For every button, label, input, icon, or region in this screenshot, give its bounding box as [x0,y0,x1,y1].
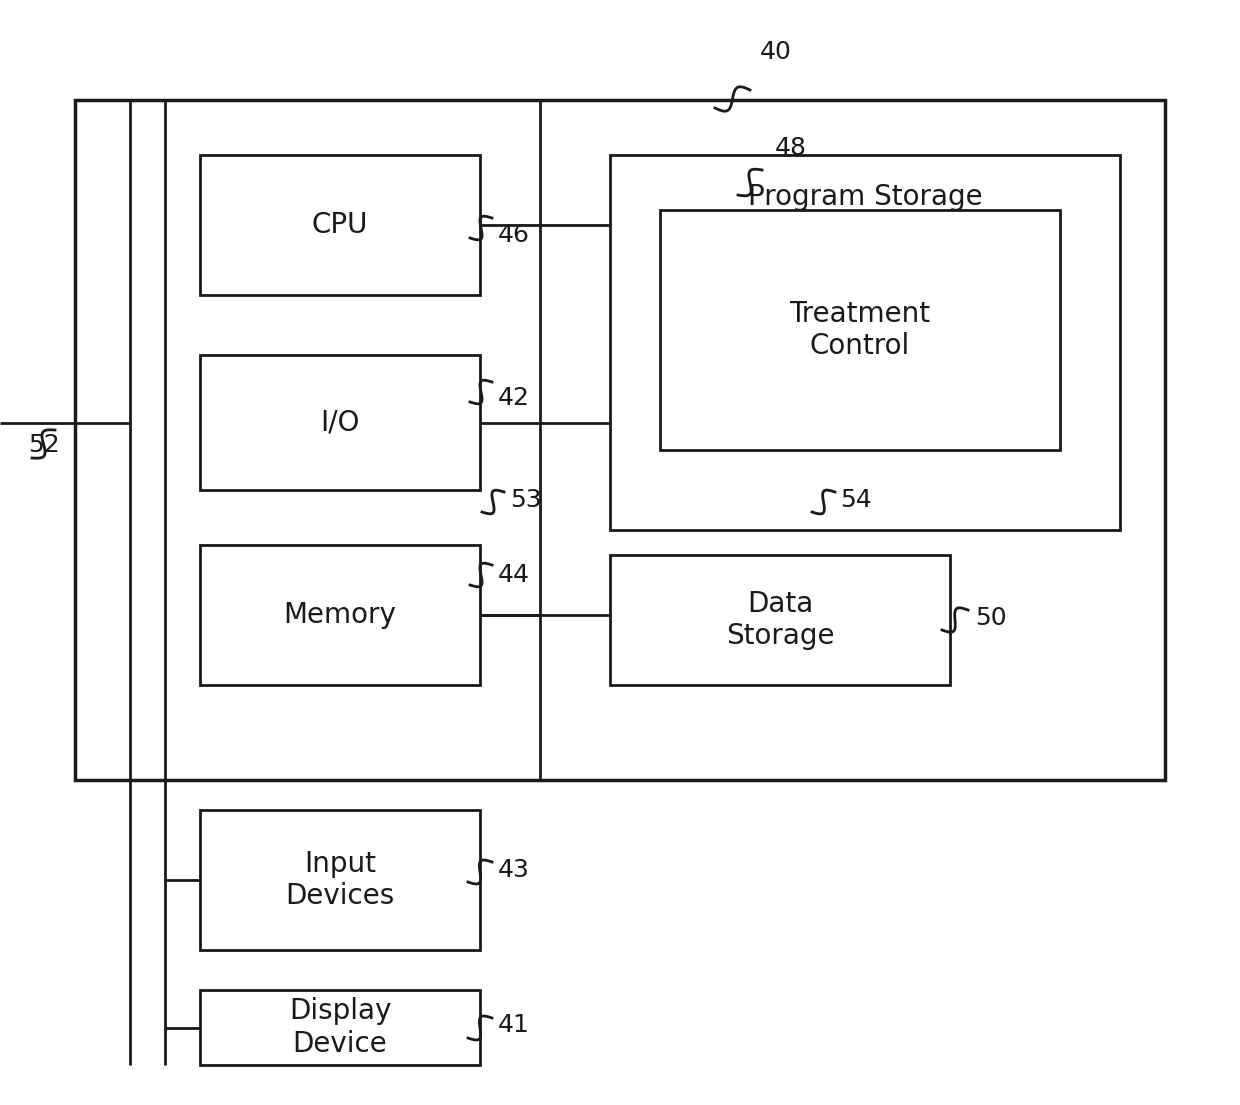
Text: 46: 46 [498,223,529,248]
Text: 42: 42 [498,386,529,410]
Text: Data
Storage: Data Storage [725,590,835,650]
Text: 48: 48 [775,136,807,160]
Text: 53: 53 [510,488,542,512]
Text: 52: 52 [29,433,60,457]
Text: 54: 54 [839,488,872,512]
Text: Input
Devices: Input Devices [285,850,394,911]
Bar [200,990,480,1065]
Bar [610,555,950,685]
Text: 41: 41 [498,1013,529,1036]
Text: Memory: Memory [284,601,397,629]
Bar [74,99,1166,780]
Bar [660,210,1060,450]
Text: 44: 44 [498,564,529,587]
Bar [200,545,480,685]
Text: 43: 43 [498,857,529,882]
Bar [200,155,480,295]
Bar [610,155,1120,530]
Text: Program Storage: Program Storage [748,183,982,211]
Bar [200,355,480,490]
Text: 40: 40 [760,40,792,64]
Text: CPU: CPU [311,211,368,239]
Text: 50: 50 [975,606,1007,630]
Text: Treatment
Control: Treatment Control [790,299,930,360]
Bar [200,810,480,950]
Text: Display
Device: Display Device [289,998,391,1057]
Text: I/O: I/O [320,409,360,436]
